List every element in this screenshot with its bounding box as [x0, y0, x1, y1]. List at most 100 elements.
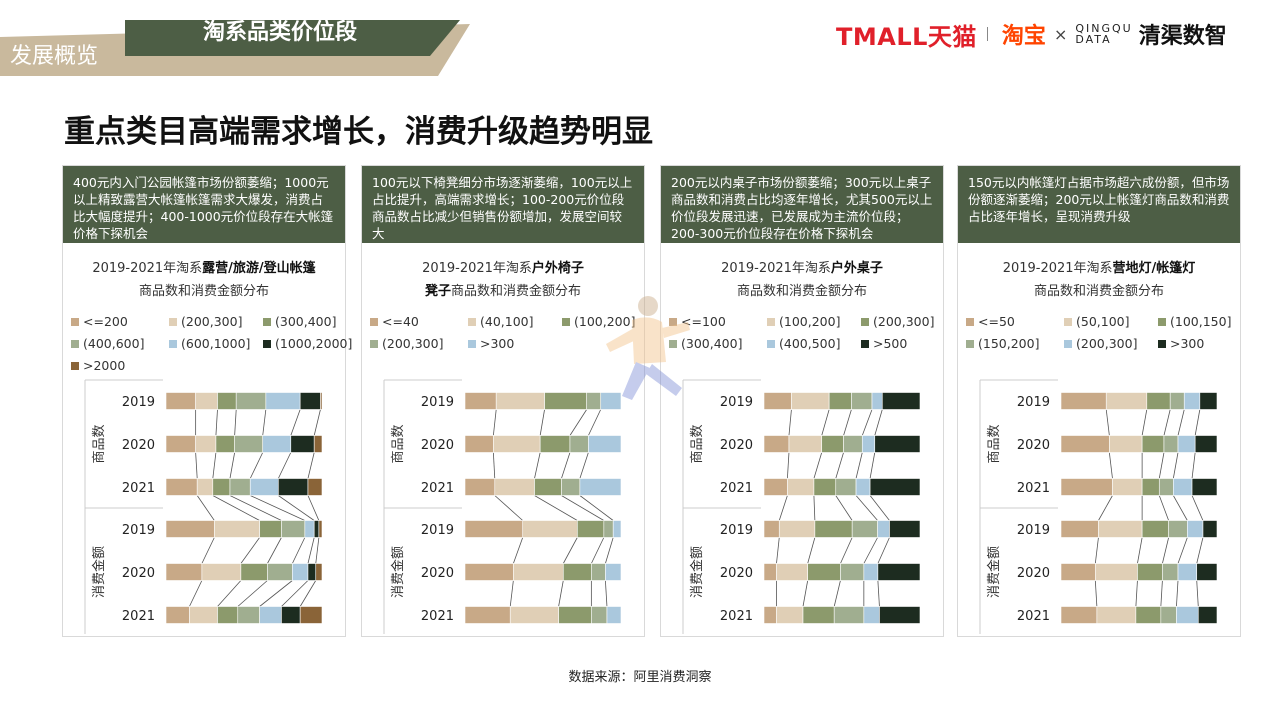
bar-segment	[877, 520, 890, 538]
legend-label: (400,500]	[779, 336, 841, 351]
bar-segment	[1202, 520, 1218, 538]
connector-line	[237, 580, 268, 607]
bar-segment	[814, 520, 853, 538]
bar-segment	[778, 520, 816, 538]
year-label: 2020	[1017, 438, 1050, 453]
panel-tents: 400元内入门公园帐篷市场份额萎缩；1000元以上精致露营大帐篷帐篷需求大爆发，…	[62, 165, 352, 637]
bar-segment	[763, 520, 780, 538]
connector-line	[807, 537, 816, 564]
bar-segment	[863, 563, 879, 581]
bar-segment	[606, 606, 622, 624]
connector-line	[291, 537, 306, 564]
legend-swatch	[1158, 317, 1166, 326]
legend-entry: (100,200]	[562, 314, 635, 329]
bar-segment	[495, 392, 545, 410]
legend-entry: (40,100]	[468, 314, 534, 329]
bar-segment	[249, 478, 279, 496]
legend-swatch	[263, 317, 271, 326]
bar-segment	[1177, 563, 1198, 581]
connector-line	[788, 409, 792, 436]
connector-line	[855, 495, 878, 521]
connector-line	[277, 452, 292, 479]
bar-segment	[315, 563, 323, 581]
connector-line	[1094, 537, 1099, 564]
legend-entry: (600,1000]	[169, 336, 250, 351]
bar-segment	[1176, 606, 1199, 624]
connector-line	[861, 409, 873, 436]
bar-segment	[509, 606, 559, 624]
legend-label: (200,300]	[181, 314, 243, 329]
bar-segment	[828, 392, 852, 410]
bar-segment	[851, 520, 878, 538]
bar-segment	[313, 435, 323, 453]
year-label: 2019	[421, 395, 454, 410]
bar-segment	[569, 435, 589, 453]
legend-entry: <=50	[966, 314, 1015, 329]
bar-segment	[1060, 392, 1107, 410]
bar-segment	[591, 563, 606, 581]
bar-segment	[874, 435, 921, 453]
connector-line	[189, 580, 203, 607]
panel-description: 200元以内桌子市场份额萎缩；300元以上桌子商品数和消费占比均逐年增长，尤其5…	[661, 166, 943, 243]
legend-label: (200,300]	[873, 314, 935, 329]
connector-line	[776, 537, 780, 564]
legend-label: <=40	[382, 314, 419, 329]
bar-segment	[1197, 606, 1218, 624]
connector-line	[307, 452, 315, 479]
connector-line	[509, 580, 514, 607]
bar-segment	[165, 478, 198, 496]
connector-line	[835, 495, 853, 521]
bar-segment	[201, 563, 242, 581]
bar-segment	[1162, 563, 1179, 581]
legend-swatch	[468, 317, 476, 326]
bar-segment	[807, 563, 841, 581]
bar-segment	[1060, 563, 1096, 581]
year-label: 2021	[122, 481, 155, 496]
bar-segment	[791, 392, 830, 410]
bar-segment	[292, 563, 309, 581]
bar-segment	[561, 478, 581, 496]
bar-segment	[1141, 478, 1160, 496]
legend-entry: (400,500]	[767, 336, 840, 351]
bar-segment	[821, 435, 844, 453]
bar-segment	[1146, 392, 1171, 410]
year-label: 2019	[421, 523, 454, 538]
bar-segment	[1137, 563, 1163, 581]
connector-line	[833, 580, 841, 607]
bar-segment	[1199, 392, 1218, 410]
connector-line	[195, 452, 198, 479]
bar-segment	[262, 435, 292, 453]
connector-line	[1196, 537, 1204, 564]
connector-line	[1137, 537, 1143, 564]
bar-segment	[513, 563, 564, 581]
bar-segment	[802, 606, 835, 624]
connector-line	[307, 537, 315, 564]
panel-description: 100元以下椅凳细分市场逐渐萎缩，100元以上占比提升，高端需求增长；100-2…	[362, 166, 644, 243]
taobao-logo: 淘宝	[1001, 24, 1046, 49]
bar-segment	[165, 392, 196, 410]
bar-segment	[1168, 520, 1188, 538]
legend-label: (100,200]	[779, 314, 841, 329]
bar-segment	[871, 392, 883, 410]
connector-line	[802, 580, 809, 607]
bar-segment	[212, 478, 231, 496]
connector-line	[877, 537, 890, 564]
legend-label: (300,400]	[275, 314, 337, 329]
bar-segment	[1060, 606, 1098, 624]
connector-line	[240, 537, 260, 564]
bar-segment	[881, 392, 921, 410]
group-label: 商品数	[92, 424, 107, 463]
bar-segment	[299, 606, 323, 624]
connector-line	[1098, 495, 1113, 521]
legend-entry: <=200	[71, 314, 128, 329]
qingqu-logo-line1: QINGQU	[1075, 22, 1133, 35]
year-label: 2021	[421, 481, 454, 496]
connector-line	[1160, 580, 1163, 607]
legend-entry: (200,300]	[861, 314, 934, 329]
connector-line	[512, 537, 524, 564]
group-label: 消费金额	[986, 546, 1002, 598]
connector-line	[821, 409, 830, 436]
tmall-logo: TMALL天猫	[836, 22, 977, 51]
connector-line	[539, 409, 545, 436]
year-label: 2019	[720, 523, 753, 538]
